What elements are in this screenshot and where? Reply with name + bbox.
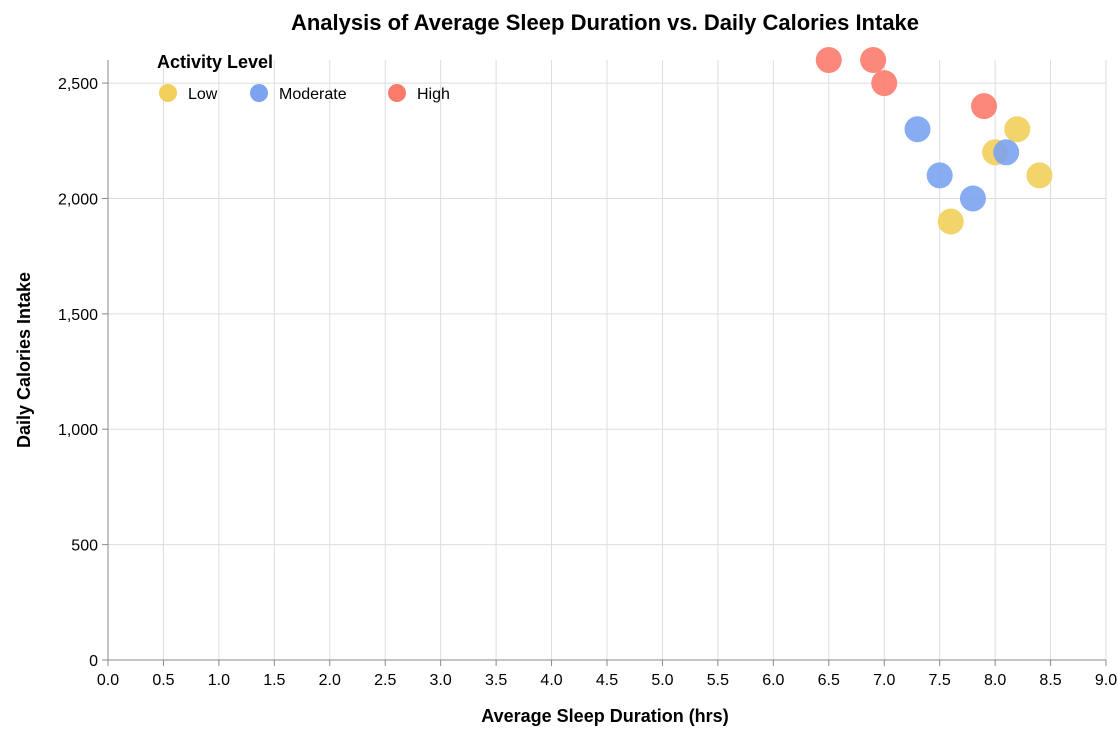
x-tick-label: 7.5 xyxy=(929,672,951,689)
x-tick-label: 0.0 xyxy=(97,672,119,689)
x-tick-label: 3.5 xyxy=(485,672,507,689)
x-axis-title: Average Sleep Duration (hrs) xyxy=(481,706,728,726)
y-tick-label: 1,000 xyxy=(58,422,98,439)
data-point-low xyxy=(1026,162,1053,189)
x-tick-label: 8.5 xyxy=(1039,672,1061,689)
legend: Activity Level Low Moderate High xyxy=(157,52,450,103)
x-tick-label: 7.0 xyxy=(873,672,895,689)
grid xyxy=(107,60,1107,661)
y-tick-label: 500 xyxy=(71,538,98,555)
legend-label-moderate: Moderate xyxy=(279,86,347,103)
x-tick-label: 1.5 xyxy=(263,672,285,689)
x-tick-label: 0.5 xyxy=(152,672,174,689)
data-point-moderate xyxy=(904,116,931,143)
data-point-high xyxy=(971,93,998,120)
x-tick-label: 6.5 xyxy=(818,672,840,689)
axes: 0.0 0.5 1.0 1.5 2.0 2.5 3.0 3.5 4.0 4.5 5.0 5.5 6.0 6… xyxy=(58,60,1117,689)
legend-swatch-high xyxy=(388,84,406,102)
x-tick-label: 8.0 xyxy=(984,672,1006,689)
data-point-moderate xyxy=(959,185,986,212)
x-tick-label: 9.0 xyxy=(1095,672,1117,689)
y-tick-label: 1,500 xyxy=(58,307,98,324)
legend-title: Activity Level xyxy=(157,52,273,72)
y-axis-title: Daily Calories Intake xyxy=(14,272,34,448)
data-point-moderate xyxy=(926,162,953,189)
x-tick-label: 2.5 xyxy=(374,672,396,689)
x-tick-label: 1.0 xyxy=(208,672,230,689)
data-points xyxy=(815,47,1053,235)
chart-title: Analysis of Average Sleep Duration vs. D… xyxy=(291,10,919,35)
legend-label-high: High xyxy=(417,86,450,103)
legend-swatch-moderate xyxy=(250,84,268,102)
legend-label-low: Low xyxy=(188,86,218,103)
x-tick-label: 5.0 xyxy=(651,672,673,689)
data-point-high xyxy=(860,47,887,73)
y-tick-label: 2,500 xyxy=(58,76,98,93)
data-point-high xyxy=(815,47,842,73)
legend-swatch-low xyxy=(159,84,177,102)
y-tick-label: 0 xyxy=(89,653,98,670)
data-point-high xyxy=(871,70,898,97)
x-tick-label: 2.0 xyxy=(319,672,341,689)
data-point-moderate xyxy=(993,139,1020,166)
x-tick-label: 4.0 xyxy=(540,672,562,689)
x-tick-label: 6.0 xyxy=(762,672,784,689)
data-point-low xyxy=(1004,116,1031,143)
x-tick-label: 4.5 xyxy=(596,672,618,689)
x-tick-label: 5.5 xyxy=(707,672,729,689)
data-point-low xyxy=(937,208,964,235)
x-tick-label: 3.0 xyxy=(430,672,452,689)
y-tick-label: 2,000 xyxy=(58,191,98,208)
